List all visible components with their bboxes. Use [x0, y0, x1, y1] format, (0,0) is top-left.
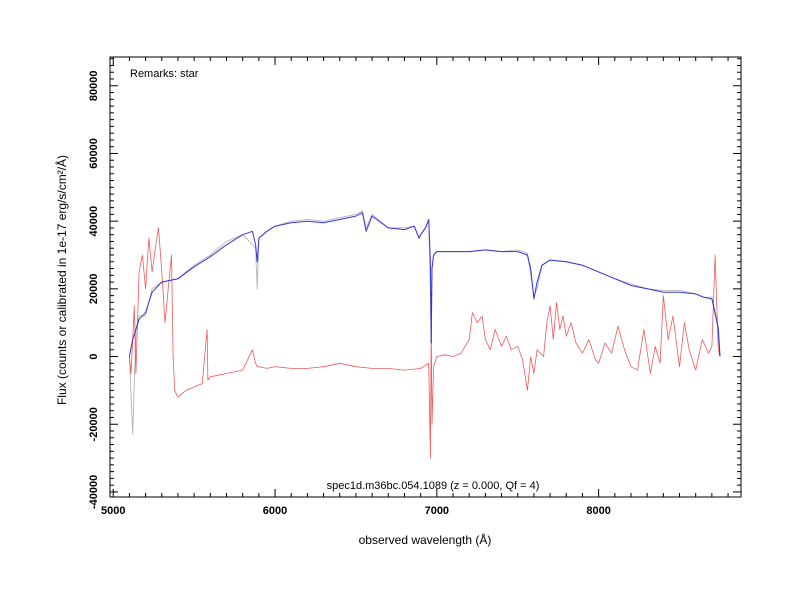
x-tick-label: 8000	[586, 505, 610, 517]
series-layer	[128, 210, 721, 459]
x-tick-label: 5000	[101, 505, 125, 517]
y-tick-label: 20000	[88, 274, 100, 305]
y-tick-label: 80000	[88, 70, 100, 101]
y-tick-label: -40000	[88, 475, 100, 509]
x-tick-labels: 5000 6000 7000 8000	[101, 505, 611, 517]
smoothed-spectrum-line	[128, 212, 721, 357]
y-tick-label: 0	[88, 353, 100, 359]
y-tick-labels: -40000 -20000 0 20000 40000 60000 80000	[88, 70, 100, 509]
x-tick-label: 6000	[263, 505, 287, 517]
y-tick-label: -20000	[88, 407, 100, 441]
error-spectrum-line	[129, 227, 721, 459]
x-tick-label: 7000	[425, 505, 449, 517]
y-axis-label: Flux (counts or calibrated in 1e-17 erg/…	[54, 155, 69, 405]
y-tick-label: 60000	[88, 138, 100, 169]
remarks-annotation: Remarks: star	[130, 68, 199, 80]
axis-ticks	[110, 57, 741, 497]
plot-frame	[109, 56, 742, 498]
spectrum-id-annotation: spec1d.m36bc.054.1089 (z = 0.000, Qf = 4…	[327, 480, 540, 492]
y-tick-label: 40000	[88, 206, 100, 237]
x-axis-label: observed wavelength (Å)	[359, 532, 492, 547]
